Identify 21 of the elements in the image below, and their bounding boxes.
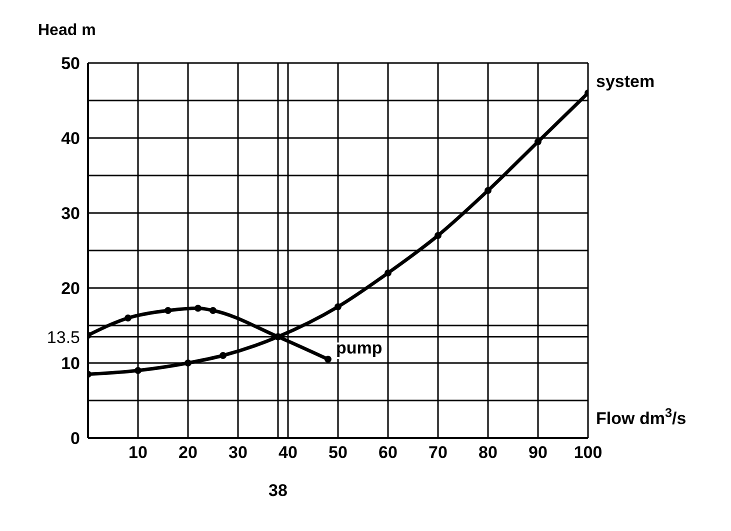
- ref-line-label: 38: [268, 481, 288, 500]
- y-tick-label: 40: [61, 129, 80, 148]
- x-tick-label: 50: [328, 443, 348, 462]
- series-label: system: [596, 72, 655, 91]
- x-tick-label: 60: [378, 443, 398, 462]
- ref-line-label: 13.5: [46, 328, 80, 347]
- x-tick-label: 100: [574, 443, 602, 462]
- x-tick-label: 70: [428, 443, 448, 462]
- x-axis-title: Flow dm$^{3}$/s: [596, 404, 686, 428]
- x-tick-label: 90: [528, 443, 548, 462]
- y-tick-label: 50: [61, 54, 80, 74]
- x-tick-label: 20: [178, 443, 198, 462]
- y-tick-label: 20: [61, 279, 80, 298]
- y-tick-label: 30: [61, 204, 80, 224]
- x-tick-label: 10: [128, 443, 148, 462]
- y-tick-label: 10: [61, 354, 80, 374]
- x-tick-label: 40: [278, 443, 298, 462]
- y-axis-title: Head m: [38, 22, 96, 39]
- x-tick-label: 30: [228, 443, 248, 462]
- x-tick-label: 80: [478, 443, 498, 462]
- y-tick-label: 0: [70, 429, 80, 448]
